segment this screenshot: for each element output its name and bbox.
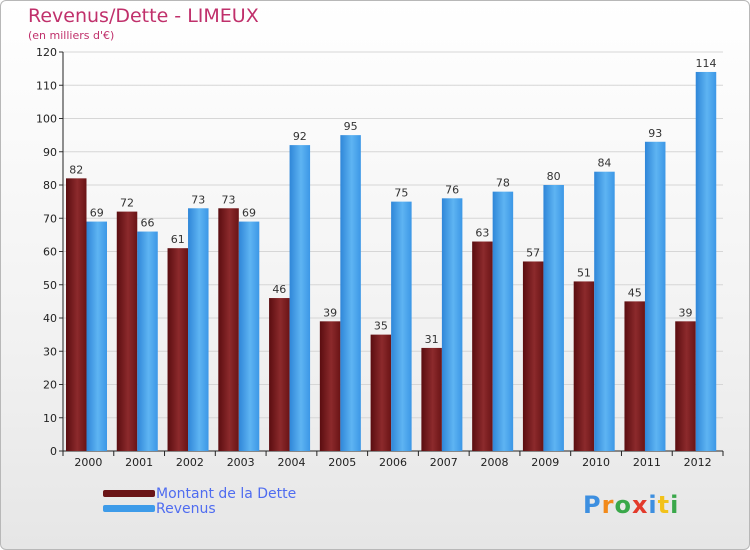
bar-dette <box>675 321 696 451</box>
bar-revenus <box>594 172 615 451</box>
bar-revenus <box>239 222 259 451</box>
x-tick-label: 2003 <box>227 456 255 469</box>
y-tick-label: 10 <box>43 412 57 425</box>
data-label: 51 <box>577 266 591 279</box>
legend-label-dette: Montant de la Dette <box>156 487 296 502</box>
bar-dette <box>523 261 544 451</box>
bar-revenus <box>645 142 666 451</box>
data-label: 45 <box>628 286 642 299</box>
bar-revenus <box>442 198 463 451</box>
bar-revenus <box>696 72 717 451</box>
data-label: 35 <box>374 320 388 333</box>
logo-letter: t <box>658 491 670 519</box>
bar-dette <box>218 208 239 451</box>
logo-letter: r <box>602 491 615 519</box>
data-label: 69 <box>90 207 104 220</box>
legend-label-revenus: Revenus <box>156 502 216 517</box>
data-label: 39 <box>323 306 337 319</box>
y-tick-label: 50 <box>43 279 57 292</box>
bar-dette <box>269 298 290 451</box>
data-label: 61 <box>171 233 185 246</box>
data-label: 84 <box>597 157 611 170</box>
data-label: 63 <box>475 227 489 240</box>
y-tick-label: 40 <box>43 312 57 325</box>
y-tick-label: 0 <box>50 445 57 458</box>
data-label: 69 <box>242 207 256 220</box>
bar-dette <box>66 178 87 451</box>
chart-frame: Revenus/Dette - LIMEUX (en milliers d'€)… <box>0 0 750 550</box>
bar-dette <box>371 335 392 451</box>
data-label: 78 <box>496 177 510 190</box>
logo-letter: i <box>648 491 657 519</box>
bar-revenus <box>391 202 412 451</box>
bar-revenus <box>188 208 209 451</box>
bar-dette <box>168 248 189 451</box>
data-label: 73 <box>222 193 236 206</box>
bar-dette <box>320 321 341 451</box>
y-tick-label: 110 <box>36 79 57 92</box>
y-tick-label: 120 <box>36 46 57 59</box>
x-tick-label: 2009 <box>531 456 559 469</box>
x-tick-label: 2000 <box>74 456 102 469</box>
x-tick-label: 2007 <box>430 456 458 469</box>
data-label: 95 <box>344 120 358 133</box>
data-label: 66 <box>141 217 155 230</box>
y-tick-label: 70 <box>43 212 57 225</box>
x-tick-label: 2011 <box>633 456 661 469</box>
y-tick-label: 60 <box>43 246 57 259</box>
y-tick-label: 100 <box>36 113 57 126</box>
data-label: 72 <box>120 197 134 210</box>
data-label: 75 <box>394 187 408 200</box>
y-tick-label: 30 <box>43 345 57 358</box>
y-tick-label: 20 <box>43 379 57 392</box>
y-tick-label: 90 <box>43 146 57 159</box>
x-tick-label: 2008 <box>481 456 509 469</box>
bars <box>66 72 716 451</box>
data-label: 114 <box>695 57 716 70</box>
data-label: 93 <box>648 127 662 140</box>
bar-revenus <box>87 222 108 451</box>
x-tick-label: 2006 <box>379 456 407 469</box>
logo-letter: x <box>632 491 648 519</box>
logo-letter: P <box>583 491 602 519</box>
data-label: 80 <box>547 170 561 183</box>
logo-letter: i <box>670 491 679 519</box>
data-label: 46 <box>272 283 286 296</box>
bar-dette <box>421 348 442 451</box>
data-label: 39 <box>678 306 692 319</box>
data-label: 82 <box>69 163 83 176</box>
bar-revenus <box>493 192 513 451</box>
data-label: 31 <box>425 333 439 346</box>
logo-letter: o <box>614 491 632 519</box>
bar-revenus <box>543 185 564 451</box>
bar-chart: 0 10 20 30 40 50 60 70 80 90 100 110 120 2000 2001 2002… <box>1 1 750 550</box>
data-label: 92 <box>293 130 307 143</box>
legend-swatch-dette <box>103 490 155 497</box>
data-label: 73 <box>191 193 205 206</box>
data-label: 57 <box>526 246 540 259</box>
data-label: 76 <box>445 183 459 196</box>
x-tick-label: 2012 <box>684 456 712 469</box>
x-tick-label: 2002 <box>176 456 204 469</box>
bar-revenus <box>290 145 311 451</box>
bar-dette <box>624 301 645 451</box>
x-tick-label: 2005 <box>328 456 356 469</box>
legend-swatch-revenus <box>103 505 155 512</box>
bar-dette <box>117 212 137 451</box>
bar-revenus <box>137 232 158 451</box>
x-tick-label: 2010 <box>582 456 610 469</box>
x-tick-label: 2001 <box>125 456 153 469</box>
y-tick-label: 80 <box>43 179 57 192</box>
bar-dette <box>574 281 595 451</box>
proxiti-logo: Proxiti <box>583 491 679 519</box>
bar-dette <box>472 242 493 451</box>
x-tick-label: 2004 <box>277 456 305 469</box>
bar-revenus <box>340 135 361 451</box>
